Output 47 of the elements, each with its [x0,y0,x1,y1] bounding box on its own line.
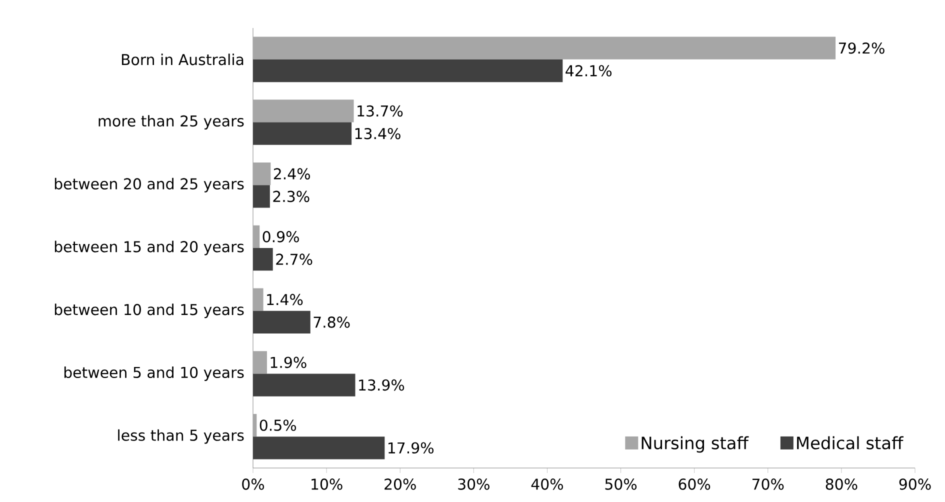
x-tick-label: 70% [752,478,784,490]
y-tick-label: between 10 and 15 years [54,304,244,318]
data-label: 1.9% [270,356,306,368]
y-tick-label: between 20 and 25 years [54,178,244,192]
legend-label: Nursing staff [642,436,749,453]
data-label: 1.4% [267,294,303,306]
x-tick-label: 60% [678,478,710,490]
y-tick-label: more than 25 years [98,115,244,130]
bar [253,59,563,82]
y-tick-label: between 5 and 10 years [64,366,244,381]
bar [253,351,267,374]
x-tick-label: 90% [899,478,931,490]
bar [253,225,260,248]
x-tick-label: 10% [312,478,342,490]
data-label: 17.9% [388,442,434,454]
x-tick-label: 50% [605,478,637,490]
x-tick-label: 20% [384,478,416,490]
x-tick-label: 30% [458,478,490,490]
x-tick-label: 40% [531,478,563,490]
y-tick-label: between 15 and 20 years [54,240,244,256]
x-tick-label: 80% [826,478,858,490]
data-label: 13.7% [358,105,403,117]
data-label: 13.4% [355,128,400,140]
bar [253,248,273,271]
data-label: 2.7% [276,254,312,265]
bar [253,436,385,460]
data-label: 0.5% [260,420,296,431]
bar [253,374,356,396]
bar [253,185,270,208]
data-label: 13.9% [359,379,404,391]
bar [253,36,836,60]
data-label: 2.4% [274,168,310,180]
data-label: 79.2% [838,42,884,54]
bar [253,414,257,437]
data-label: 7.8% [314,316,350,328]
data-label: 2.3% [273,190,310,202]
y-tick-label: Born in Australia [122,54,244,66]
x-tick-label: 0% [242,478,264,490]
bar [253,310,310,334]
y-tick-label: less than 5 years [118,429,244,444]
bar [253,100,354,122]
data-label: 42.1% [566,65,612,76]
legend-label: Medical staff [797,436,904,450]
bar [253,162,271,186]
bar [253,122,352,145]
data-label: 0.9% [262,231,299,242]
bar [253,288,264,311]
